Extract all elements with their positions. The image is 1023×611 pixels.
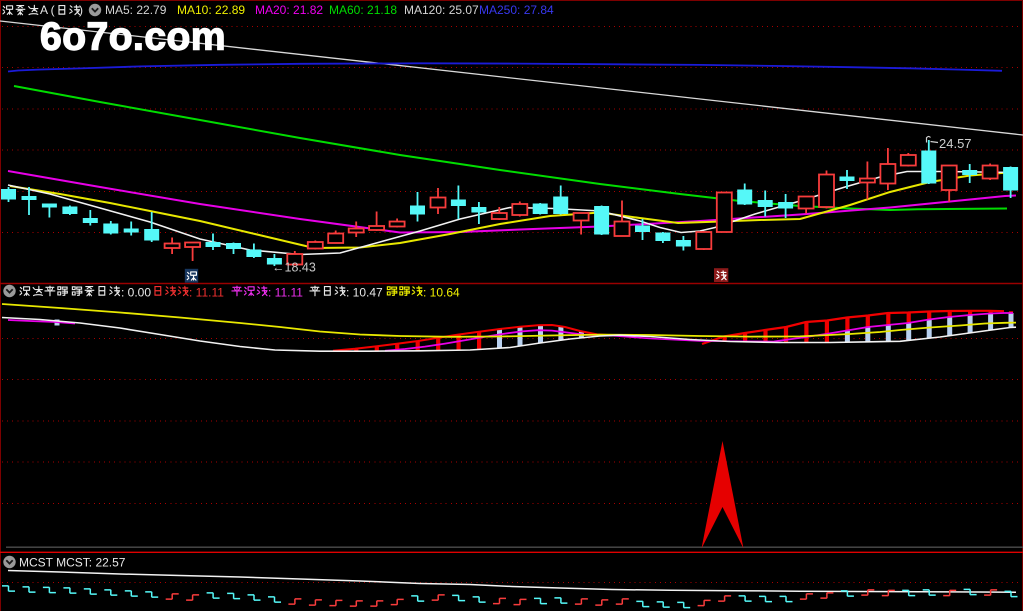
- svg-text:: 11.11: : 11.11: [268, 285, 303, 299]
- svg-text:MA250: 27.84: MA250: 27.84: [479, 3, 554, 17]
- svg-text:MA5: 22.79: MA5: 22.79: [105, 3, 167, 17]
- svg-text:MA60: 21.18: MA60: 21.18: [329, 3, 397, 17]
- svg-text:: 10.47: : 10.47: [346, 285, 383, 299]
- svg-text:: 11.11: : 11.11: [189, 285, 224, 299]
- svg-text:←18.43: ←18.43: [272, 261, 316, 275]
- svg-text:): ): [79, 3, 83, 17]
- svg-text:MA10: 22.89: MA10: 22.89: [177, 3, 245, 17]
- svg-text:MA120: 25.07: MA120: 25.07: [404, 3, 479, 17]
- svg-text:MCST MCST: 22.57: MCST MCST: 22.57: [19, 556, 126, 570]
- svg-text:6o7o.com: 6o7o.com: [40, 16, 226, 59]
- svg-text:A (: A (: [40, 3, 55, 17]
- svg-text:: 10.64: : 10.64: [423, 285, 460, 299]
- svg-text:24.57: 24.57: [939, 136, 972, 151]
- svg-text:MA20: 21.82: MA20: 21.82: [255, 3, 323, 17]
- svg-text:: 0.00: : 0.00: [121, 285, 151, 299]
